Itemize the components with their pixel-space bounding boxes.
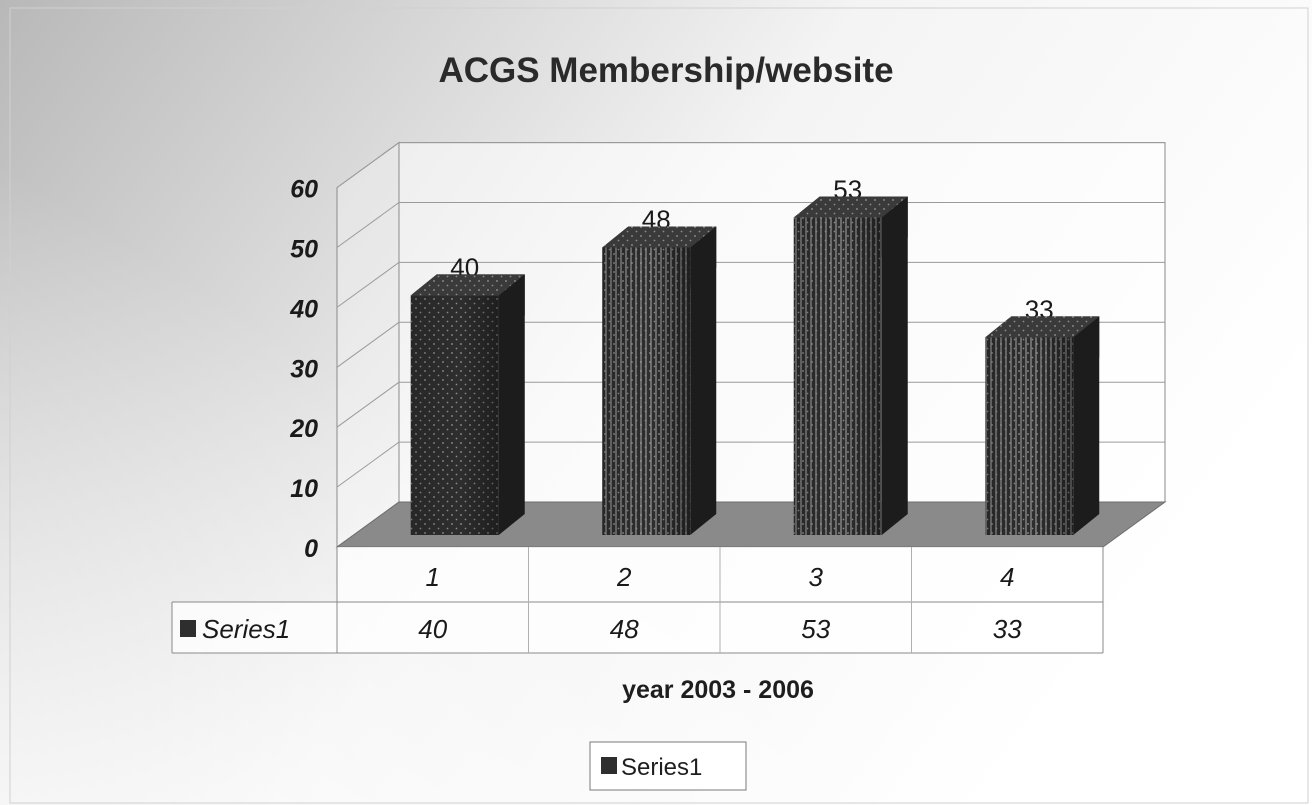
y-axis-ticks: 0 10 20 30 40 50 60 — [289, 176, 318, 563]
y-tick-label: 60 — [290, 176, 318, 204]
table-series-swatch — [180, 620, 196, 637]
x-tick-label: 2 — [616, 562, 632, 592]
gridline-side — [336, 261, 400, 308]
chart-title: ACGS Membership/website — [438, 51, 893, 90]
y-tick-label: 0 — [304, 535, 318, 563]
table-value-cell: 48 — [610, 614, 639, 644]
bar-side-cover — [1073, 316, 1100, 378]
data-table: 1 40 2 48 3 53 4 33 Series1 — [171, 547, 1104, 654]
bar-shade — [410, 295, 499, 535]
x-tick-label: 3 — [809, 562, 824, 592]
bar-side — [498, 274, 525, 535]
chart-border — [9, 7, 1309, 804]
bar-top-cover-dots — [985, 316, 1100, 338]
y-tick-label: 50 — [290, 236, 318, 264]
y-tick-label: 10 — [290, 475, 318, 503]
x-tick-label: 4 — [1000, 562, 1014, 592]
bars — [410, 196, 1100, 536]
bar — [985, 316, 1100, 535]
bar-shade — [793, 217, 882, 535]
bar-side — [881, 196, 908, 535]
table-value-cell: 40 — [418, 614, 447, 644]
gridline-side — [336, 441, 400, 488]
gridline-side — [336, 321, 400, 368]
legend: Series1 — [589, 741, 747, 791]
bar-side-cover — [690, 226, 717, 288]
gridline-side — [336, 202, 400, 248]
bar-side-cover — [881, 196, 908, 258]
y-tick-label: 30 — [290, 355, 318, 383]
legend-swatch — [601, 757, 617, 774]
table-value-cell: 53 — [801, 614, 830, 644]
y-tick-label: 40 — [289, 295, 318, 323]
bar-side-cover — [498, 274, 525, 336]
x-tick-label: 1 — [426, 562, 440, 592]
legend-entry-label: Series1 — [621, 754, 702, 781]
bar — [602, 226, 717, 536]
table-value-cell: 33 — [993, 614, 1022, 644]
bar-shade — [602, 247, 691, 536]
y-tick-label: 20 — [289, 415, 318, 443]
x-axis-label: year 2003 - 2006 — [622, 676, 814, 704]
gridline-side — [336, 142, 400, 189]
bar-top-cover-dots — [793, 196, 908, 218]
table-header-cell — [172, 602, 337, 653]
bar-top-cover-dots — [602, 226, 717, 248]
bar-top-cover-dots — [410, 274, 525, 296]
table-series-name: Series1 — [202, 614, 290, 644]
bar-side — [690, 226, 717, 536]
bar — [793, 196, 908, 535]
gridline-side — [336, 381, 400, 428]
bar-shade — [985, 337, 1074, 535]
